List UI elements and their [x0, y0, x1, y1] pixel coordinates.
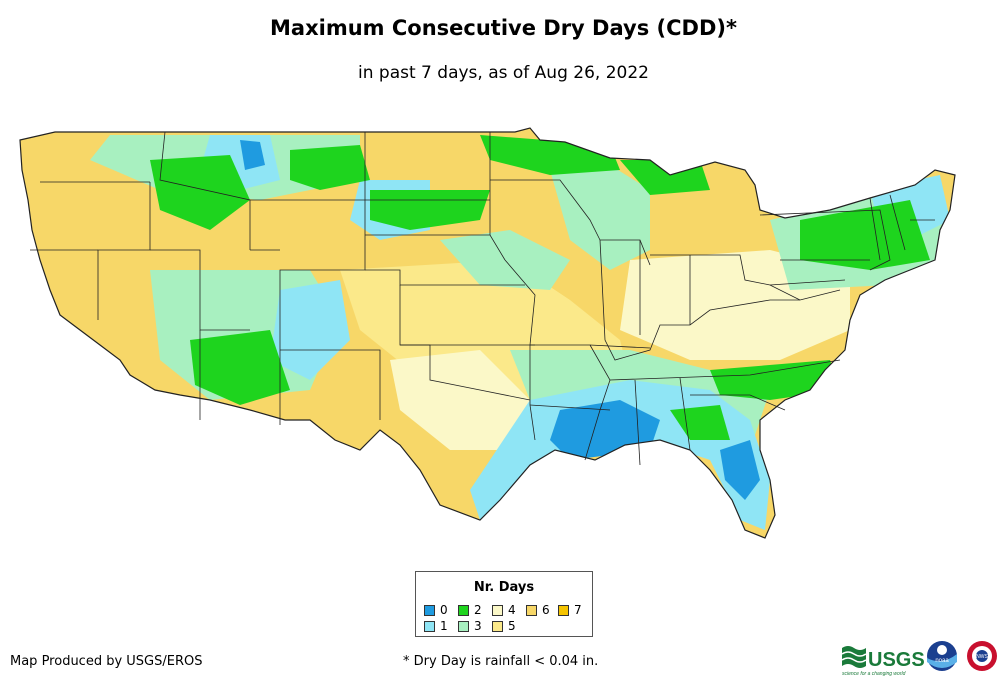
legend-swatch — [492, 620, 503, 632]
legend-item-2: 2 — [458, 603, 482, 617]
nws-wordmark: NWS — [976, 654, 988, 660]
legend-swatch — [492, 604, 503, 616]
nws-logo: NWS — [967, 641, 997, 671]
legend-item-5: 5 — [492, 619, 516, 633]
us-outline — [19, 127, 956, 539]
legend-swatch — [558, 604, 569, 616]
legend-label: 1 — [440, 619, 448, 633]
usgs-logo: USGS science for a changing world — [842, 646, 925, 677]
usgs-wordmark: USGS — [868, 649, 925, 671]
legend-item-4: 4 — [492, 603, 516, 617]
map-subtitle: in past 7 days, as of Aug 26, 2022 — [358, 63, 649, 83]
legend-item-1: 1 — [424, 619, 448, 633]
legend-label: 2 — [474, 603, 482, 617]
state-borders — [30, 131, 935, 466]
legend-label: 4 — [508, 603, 516, 617]
cdd-map — [19, 127, 956, 539]
legend-swatch — [526, 604, 537, 616]
map-title: Maximum Consecutive Dry Days (CDD)* — [270, 16, 737, 40]
legend-item-3: 3 — [458, 619, 482, 633]
noaa-logo: noaa — [927, 641, 957, 671]
usgs-tagline: science for a changing world — [842, 671, 906, 677]
legend-label: 0 — [440, 603, 448, 617]
legend-swatch — [458, 604, 469, 616]
legend-title: Nr. Days — [473, 580, 535, 595]
legend-label: 3 — [474, 619, 482, 633]
map-fill — [20, 128, 955, 538]
legend-swatch — [424, 620, 435, 632]
agency-logos: USGS science for a changing world noaa N… — [842, 641, 997, 677]
legend: Nr. Days 0 1 2 3 4 5 6 7 — [415, 571, 593, 637]
legend-label: 5 — [508, 619, 516, 633]
legend-item-7: 7 — [558, 603, 582, 617]
footnote-text: * Dry Day is rainfall < 0.04 in. — [403, 654, 599, 669]
legend-swatch — [458, 620, 469, 632]
credit-text: Map Produced by USGS/EROS — [10, 654, 203, 669]
noaa-wordmark: noaa — [935, 658, 949, 664]
legend-item-0: 0 — [424, 603, 448, 617]
legend-item-6: 6 — [526, 603, 550, 617]
legend-swatch — [424, 604, 435, 616]
legend-label: 7 — [574, 603, 582, 617]
legend-label: 6 — [542, 603, 550, 617]
